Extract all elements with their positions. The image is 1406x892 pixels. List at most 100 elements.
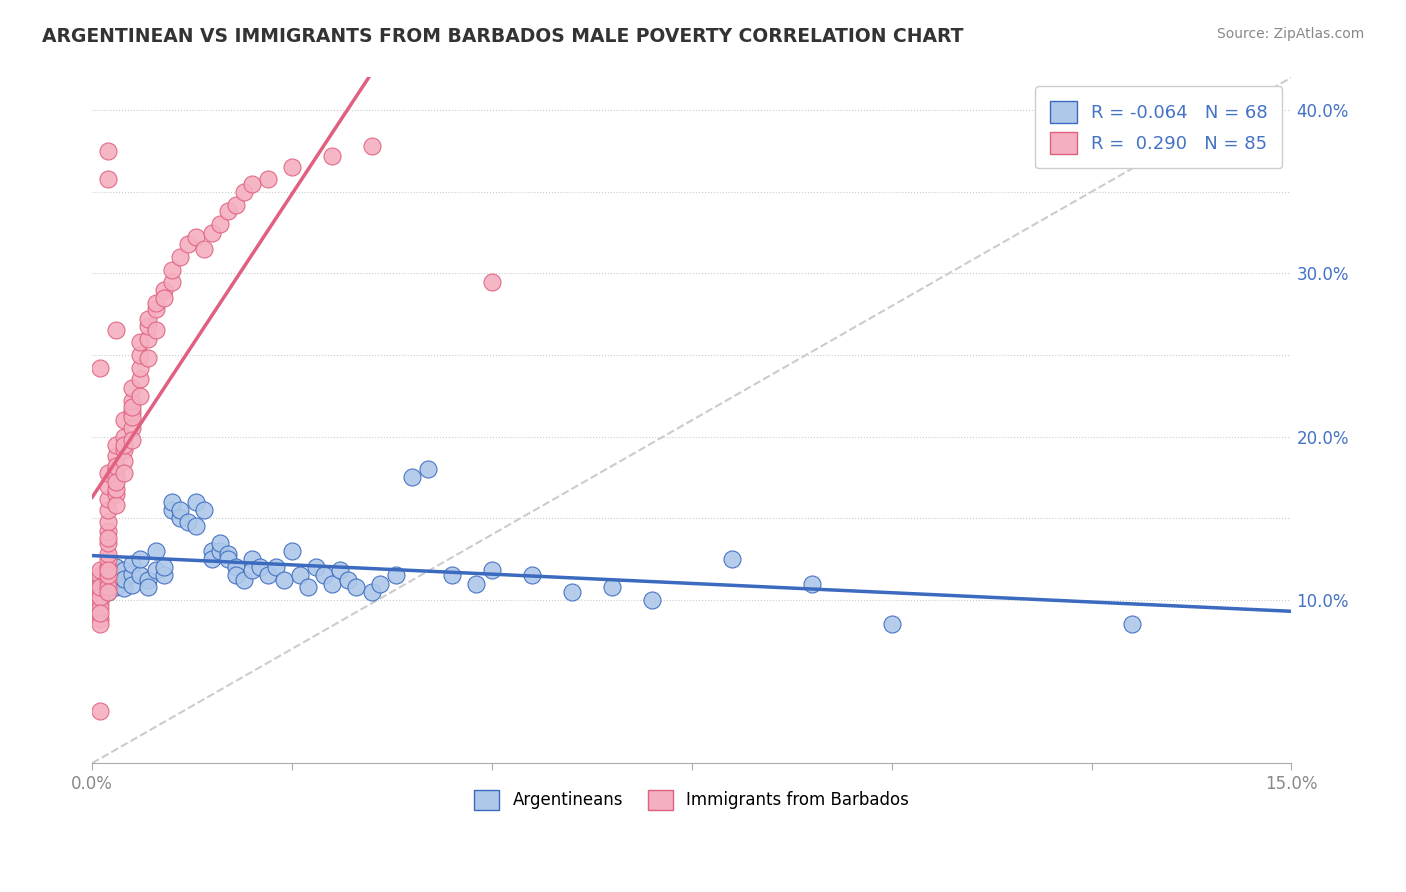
Point xyxy=(89,576,111,591)
Point xyxy=(281,160,304,174)
Point xyxy=(121,578,143,592)
Point xyxy=(169,503,191,517)
Legend: Argentineans, Immigrants from Barbados: Argentineans, Immigrants from Barbados xyxy=(461,776,922,823)
Point xyxy=(129,372,152,386)
Point xyxy=(105,574,128,588)
Point xyxy=(97,568,120,582)
Point xyxy=(481,275,503,289)
Point xyxy=(361,584,384,599)
Point xyxy=(344,580,367,594)
Point xyxy=(89,612,111,626)
Point xyxy=(520,568,543,582)
Point xyxy=(153,560,176,574)
Point xyxy=(89,564,111,578)
Point xyxy=(97,531,120,545)
Point xyxy=(145,544,167,558)
Point xyxy=(97,552,120,566)
Point xyxy=(105,462,128,476)
Point xyxy=(89,590,111,604)
Point xyxy=(97,547,120,561)
Point xyxy=(105,475,128,490)
Point xyxy=(136,332,159,346)
Point xyxy=(240,177,263,191)
Point xyxy=(105,482,128,496)
Point xyxy=(97,564,120,578)
Point xyxy=(136,318,159,333)
Point xyxy=(97,524,120,539)
Point xyxy=(225,568,247,582)
Point xyxy=(97,503,120,517)
Point xyxy=(193,242,215,256)
Point xyxy=(112,429,135,443)
Point xyxy=(184,519,207,533)
Point xyxy=(112,438,135,452)
Point xyxy=(136,574,159,588)
Point xyxy=(97,171,120,186)
Point xyxy=(97,515,120,529)
Point xyxy=(121,393,143,408)
Point xyxy=(129,552,152,566)
Point xyxy=(89,361,111,376)
Point xyxy=(89,596,111,610)
Point xyxy=(481,564,503,578)
Point xyxy=(177,515,200,529)
Point xyxy=(201,544,224,558)
Text: Source: ZipAtlas.com: Source: ZipAtlas.com xyxy=(1216,27,1364,41)
Point xyxy=(880,617,903,632)
Point xyxy=(105,458,128,473)
Point xyxy=(225,560,247,574)
Point xyxy=(160,263,183,277)
Point xyxy=(720,552,742,566)
Point xyxy=(105,560,128,574)
Point xyxy=(217,547,239,561)
Point xyxy=(184,495,207,509)
Point xyxy=(201,226,224,240)
Point xyxy=(641,592,664,607)
Point xyxy=(121,566,143,581)
Point xyxy=(440,568,463,582)
Point xyxy=(153,291,176,305)
Point xyxy=(312,568,335,582)
Point xyxy=(209,535,232,549)
Point xyxy=(225,198,247,212)
Point xyxy=(97,568,120,582)
Point xyxy=(129,334,152,349)
Point xyxy=(129,348,152,362)
Point xyxy=(97,466,120,480)
Point xyxy=(97,491,120,506)
Point xyxy=(361,139,384,153)
Point xyxy=(169,250,191,264)
Point xyxy=(217,552,239,566)
Point xyxy=(193,503,215,517)
Point xyxy=(145,295,167,310)
Point xyxy=(169,511,191,525)
Point xyxy=(233,185,256,199)
Point xyxy=(89,568,111,582)
Point xyxy=(800,576,823,591)
Point xyxy=(105,438,128,452)
Point xyxy=(1121,617,1143,632)
Point xyxy=(153,283,176,297)
Point xyxy=(121,401,143,415)
Point xyxy=(89,580,111,594)
Point xyxy=(273,574,295,588)
Point xyxy=(201,552,224,566)
Point xyxy=(89,704,111,718)
Point xyxy=(97,535,120,549)
Point xyxy=(112,454,135,468)
Point xyxy=(112,564,135,578)
Point xyxy=(105,470,128,484)
Point xyxy=(281,544,304,558)
Point xyxy=(264,560,287,574)
Point xyxy=(105,324,128,338)
Point xyxy=(401,470,423,484)
Point xyxy=(385,568,408,582)
Point xyxy=(121,433,143,447)
Point xyxy=(257,171,280,186)
Point xyxy=(121,557,143,571)
Point xyxy=(105,580,128,594)
Point xyxy=(136,312,159,326)
Point xyxy=(97,560,120,574)
Point xyxy=(209,544,232,558)
Point xyxy=(465,576,488,591)
